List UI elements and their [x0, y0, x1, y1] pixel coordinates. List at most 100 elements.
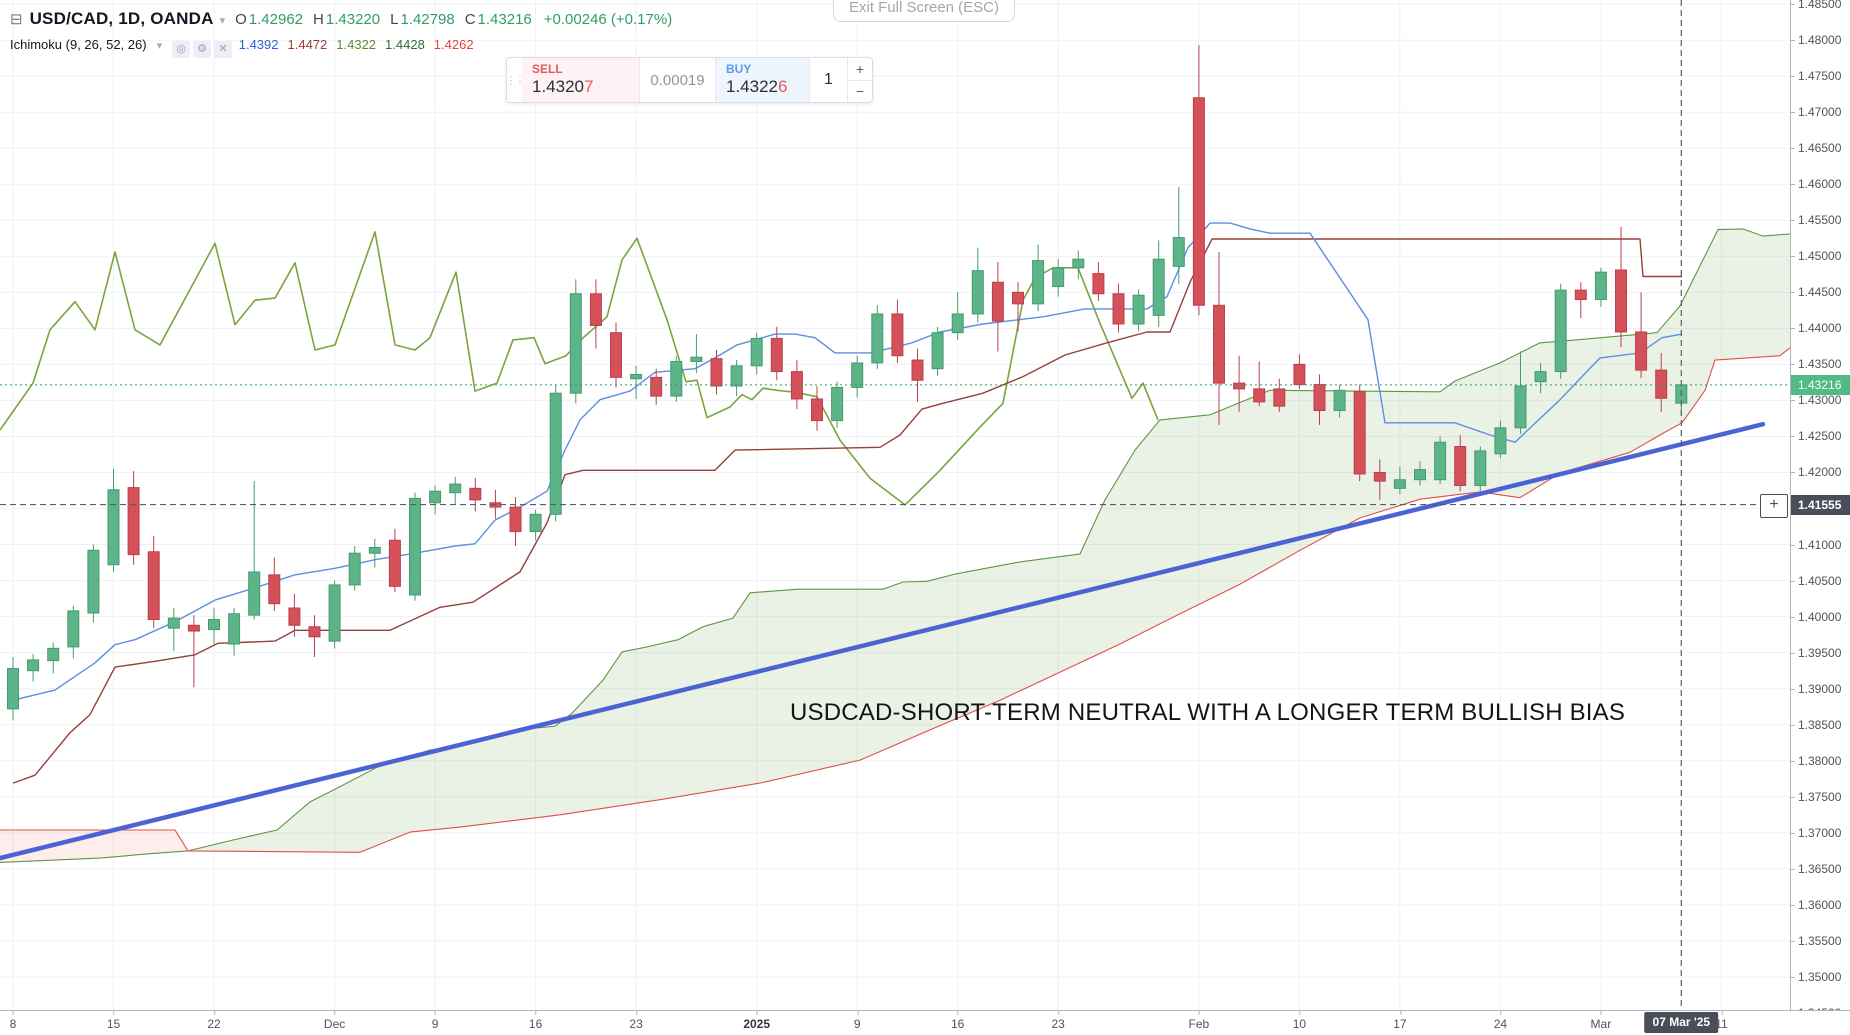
time-axis-label: 8 [9, 1011, 17, 1031]
spread-value: 0.00019 [650, 71, 705, 89]
senkou-b-value: 1.4262 [433, 37, 474, 52]
candle-body [1635, 331, 1648, 371]
price-axis-label: 1.46500 [1790, 141, 1842, 156]
candle-body [1393, 479, 1406, 489]
time-axis-label: 17 [1393, 1011, 1407, 1031]
candle [549, 384, 562, 522]
price-axis-label: 1.46000 [1790, 177, 1842, 192]
candle-body [1574, 289, 1587, 301]
time-axis-label: 24 [1493, 1011, 1508, 1031]
quantity-field[interactable]: 1 [824, 71, 833, 88]
candle [871, 305, 884, 369]
candle [630, 365, 643, 399]
candle-body [650, 376, 663, 397]
price-axis[interactable]: 1.43216 1.41555 1.48500 1.48000 1.47500 1.4… [1790, 0, 1850, 1020]
candle [1293, 354, 1306, 389]
candle [851, 355, 864, 398]
candle [750, 332, 763, 375]
candle-body [1152, 258, 1165, 316]
tenkan-sen-line[interactable] [12, 222, 1683, 701]
buy-price-last-digit: 6 [778, 77, 788, 96]
candle-body [1474, 450, 1487, 486]
price-axis-label: 1.48000 [1790, 33, 1842, 48]
candle [388, 528, 401, 593]
indicator-title[interactable]: Ichimoku (9, 26, 52, 26) [10, 37, 147, 52]
drag-handle-icon[interactable]: ⋮⋮ [505, 74, 526, 87]
low-value: 1.42798 [400, 11, 455, 28]
open-value: 1.42962 [248, 11, 304, 28]
candle [1655, 352, 1668, 412]
price-axis-label: 1.47000 [1790, 105, 1842, 120]
candle [127, 471, 140, 565]
kijun-sen-line[interactable] [12, 238, 1682, 784]
symbol-title[interactable]: USD/CAD, 1D, OANDA [29, 9, 214, 28]
candle [891, 299, 904, 363]
time-axis-label: 2025 [743, 1011, 771, 1031]
candle [228, 607, 241, 656]
chikou-span-line[interactable] [0, 231, 1159, 506]
candle-body [690, 356, 703, 363]
candle-body [1092, 273, 1105, 295]
crosshair-plus-button[interactable]: + [1760, 493, 1788, 518]
candle [47, 642, 60, 674]
price-axis-label: 1.40500 [1790, 573, 1842, 588]
chevron-down-icon[interactable]: ▾ [219, 15, 226, 27]
price-axis-label: 1.38000 [1790, 753, 1842, 768]
trendline-drawing[interactable] [0, 421, 1766, 861]
candle [1353, 384, 1366, 482]
price-axis-label: 1.48500 [1790, 0, 1841, 11]
candle [650, 368, 663, 405]
low-label: L [390, 11, 399, 28]
visibility-icon[interactable]: ◎ [172, 41, 191, 58]
candle-body [127, 487, 140, 556]
candle [1012, 282, 1024, 332]
buy-button[interactable]: BUY 1.43226 [715, 58, 810, 102]
close-icon[interactable]: ✕ [214, 41, 233, 58]
price-axis-label: 1.43000 [1790, 393, 1842, 408]
price-axis-label: 1.47500 [1790, 69, 1842, 84]
candle [1233, 355, 1246, 412]
senkou-b-line[interactable] [0, 347, 1790, 853]
senkou-a-value: 1.4428 [385, 37, 425, 52]
sell-label: SELL [532, 62, 563, 76]
candle [1213, 251, 1225, 425]
candle-body [67, 610, 80, 648]
time-axis-label: Feb [1188, 1011, 1210, 1031]
candle-body [670, 361, 683, 397]
candle-body [811, 398, 823, 422]
candle [288, 593, 301, 637]
quantity-decrease-button[interactable]: − [855, 83, 865, 100]
price-axis-label: 1.44000 [1790, 321, 1842, 336]
legend: ⊟ USD/CAD, 1D, OANDA ▾ O 1.42962 H 1.43220 L 1.4… [10, 6, 682, 58]
candle [710, 349, 723, 395]
tenkan-value: 1.4392 [238, 37, 279, 52]
quantity-increase-button[interactable]: + [848, 58, 872, 81]
time-axis[interactable]: 8 15 22 Dec 9 16 23 2025 9 16 23 Feb 10 17 24 Mar 11 [0, 1010, 1850, 1035]
chart-canvas[interactable] [0, 0, 1790, 1010]
candle [509, 496, 522, 547]
candle [589, 279, 602, 349]
candle [931, 326, 944, 376]
candle-body [328, 584, 341, 642]
candle [87, 544, 100, 623]
candle [1253, 361, 1266, 407]
candle [7, 656, 19, 721]
candle-body [1052, 267, 1065, 288]
settings-icon[interactable]: ⚙ [193, 41, 212, 58]
candle-body [1293, 363, 1306, 386]
candle-body [268, 574, 281, 605]
candle [529, 509, 542, 541]
candle-body [348, 552, 361, 586]
collapse-icon[interactable]: ⊟ [10, 11, 23, 28]
senkou-a-line[interactable] [0, 228, 1790, 863]
candle [670, 355, 683, 402]
chikou-value: 1.4322 [336, 37, 377, 52]
chevron-down-icon[interactable]: ▾ [156, 40, 163, 52]
candle-body [1655, 369, 1668, 399]
sell-button[interactable]: SELL 1.43207 [522, 58, 640, 102]
candle [1474, 446, 1487, 492]
candle-body [730, 365, 743, 387]
candle [770, 326, 783, 381]
crosshair-date-badge: 07 Mar '25 [1644, 1012, 1719, 1033]
candle-body [1132, 294, 1145, 325]
